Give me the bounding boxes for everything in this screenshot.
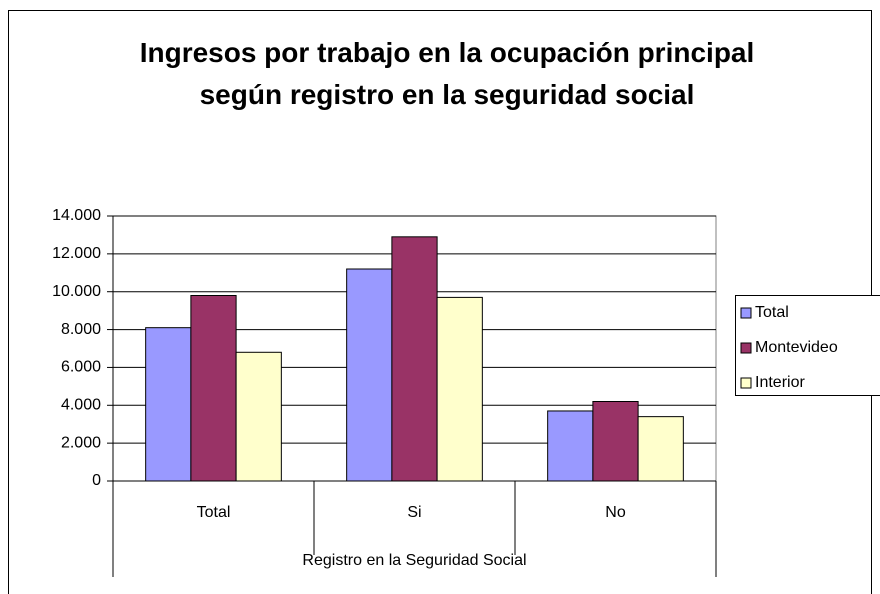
bar bbox=[346, 268, 393, 482]
bar bbox=[235, 351, 282, 482]
x-tick-label: No bbox=[605, 504, 626, 521]
chart-title: Ingresos por trabajo en la ocupación pri… bbox=[139, 37, 755, 110]
x-tick-label: Total bbox=[197, 504, 231, 521]
y-tick-label: 2.000 bbox=[61, 434, 101, 451]
bar bbox=[592, 401, 639, 482]
y-tick-label: 6.000 bbox=[61, 359, 101, 376]
bar bbox=[190, 295, 237, 482]
bar bbox=[436, 296, 483, 482]
legend-label: Montevideo bbox=[755, 339, 838, 356]
legend-swatch bbox=[740, 377, 752, 389]
bar bbox=[637, 416, 684, 482]
y-tick-label: 14.000 bbox=[52, 207, 101, 224]
y-tick-label: 4.000 bbox=[61, 397, 101, 414]
bar bbox=[391, 236, 438, 482]
legend-label: Interior bbox=[755, 374, 805, 391]
bar bbox=[547, 410, 594, 482]
y-tick-label: 0 bbox=[92, 472, 101, 489]
y-tick-label: 12.000 bbox=[52, 245, 101, 262]
y-tick-label: 8.000 bbox=[61, 321, 101, 338]
y-tick-label: 10.000 bbox=[52, 283, 101, 300]
legend bbox=[735, 295, 880, 396]
legend-swatch bbox=[740, 307, 752, 319]
bar bbox=[145, 327, 192, 482]
x-tick-label: Si bbox=[407, 504, 421, 521]
x-axis-label: Registro en la Seguridad Social bbox=[302, 552, 526, 569]
legend-swatch bbox=[740, 342, 752, 354]
legend-label: Total bbox=[755, 304, 789, 321]
